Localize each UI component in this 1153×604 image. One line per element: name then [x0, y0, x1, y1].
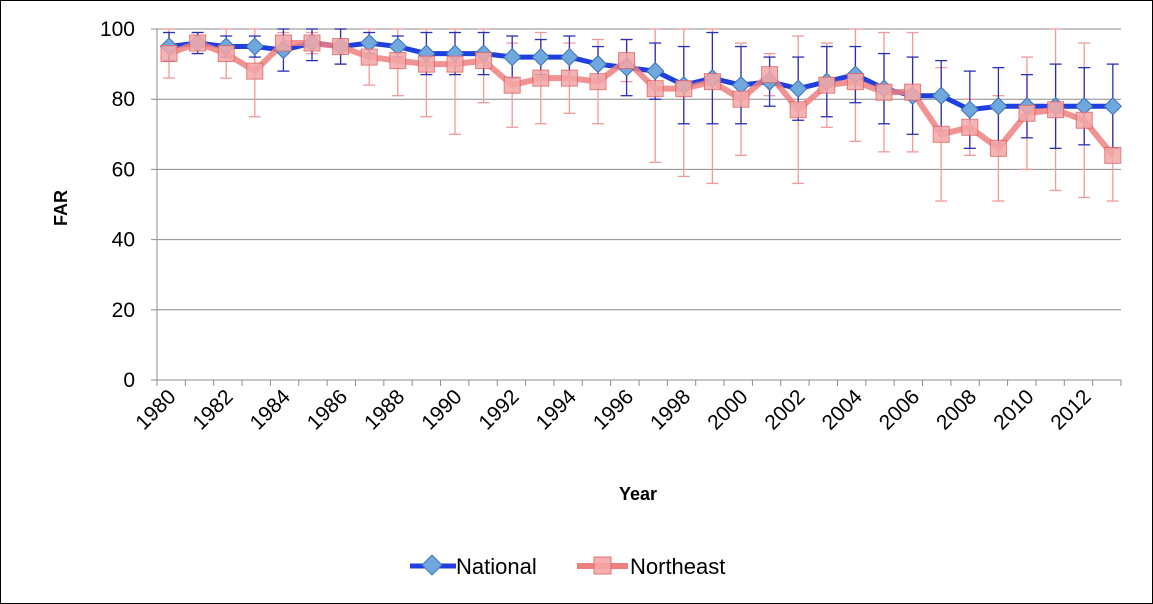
x-tick-label: 2004	[818, 385, 868, 435]
data-point-northeast	[1075, 111, 1093, 129]
y-tick-label: 20	[112, 299, 135, 322]
y-tick-label: 40	[112, 229, 135, 252]
data-point-northeast	[389, 52, 407, 70]
data-point-national	[388, 37, 407, 56]
x-axis-title: Year	[619, 484, 657, 504]
data-point-northeast	[989, 139, 1007, 157]
data-point-northeast	[503, 76, 521, 94]
legend[interactable]: National Northeast	[410, 554, 725, 579]
data-point-northeast	[560, 69, 578, 87]
data-point-national	[245, 37, 264, 56]
data-point-northeast	[360, 48, 378, 66]
y-tick-label: 100	[100, 18, 135, 41]
data-point-national	[646, 61, 665, 81]
data-point-northeast	[789, 101, 807, 119]
data-point-national	[560, 47, 579, 67]
data-point-northeast	[446, 55, 464, 73]
data-point-national	[932, 86, 951, 105]
series-line-northeast	[167, 40, 1116, 158]
data-point-northeast	[932, 125, 950, 143]
data-point-national	[731, 75, 751, 95]
data-point-northeast	[904, 83, 922, 101]
series-layer	[159, 28, 1122, 202]
legend-label-national: National	[456, 554, 537, 579]
gridlines	[151, 28, 1122, 386]
error-bars-northeast	[163, 28, 1119, 202]
data-point-northeast	[732, 90, 750, 108]
axes	[156, 29, 1121, 381]
data-point-national	[360, 33, 379, 53]
x-tick-label: 2008	[932, 385, 981, 434]
y-tick-labels: 0 20 40 60 80 100	[100, 18, 135, 392]
data-point-northeast	[1018, 104, 1036, 122]
x-tick-label: 2000	[703, 385, 752, 434]
data-point-national	[531, 47, 550, 67]
data-point-national	[989, 97, 1008, 116]
x-tick-label: 2012	[1046, 385, 1095, 434]
y-tick-label: 60	[112, 158, 135, 181]
data-point-northeast	[646, 80, 664, 98]
x-tick-label: 1980	[131, 385, 180, 434]
x-tick-label: 2010	[989, 385, 1038, 434]
data-point-northeast	[589, 73, 607, 91]
data-point-national	[588, 54, 608, 74]
data-point-national	[960, 100, 979, 119]
data-point-northeast	[618, 52, 636, 70]
legend-marker-northeast	[593, 556, 612, 575]
data-point-northeast	[303, 34, 321, 52]
data-point-national	[789, 79, 808, 98]
markers-northeast	[160, 34, 1122, 164]
data-point-northeast	[189, 34, 207, 52]
data-point-northeast	[675, 80, 693, 98]
x-tick-labels: 1980 1982 1984 1986 1988 1990 1992 1994 1996 1998…	[131, 385, 1095, 435]
data-point-northeast	[875, 83, 893, 101]
legend-item-northeast[interactable]: Northeast	[577, 554, 725, 579]
data-point-northeast	[846, 73, 864, 91]
x-tick-label: 2002	[760, 385, 809, 434]
y-axis-title: FAR	[51, 190, 71, 226]
legend-marker-national	[421, 554, 443, 576]
data-point-northeast	[246, 62, 264, 80]
data-point-northeast	[703, 73, 721, 91]
data-point-northeast	[160, 45, 178, 63]
x-tick-label: 2006	[875, 385, 924, 434]
x-tick-label: 1988	[360, 385, 409, 434]
x-tick-label: 1982	[188, 385, 237, 434]
data-point-northeast	[274, 34, 292, 52]
x-tick-label: 1986	[303, 385, 352, 434]
data-point-national	[503, 47, 522, 67]
legend-item-national[interactable]: National	[410, 554, 537, 579]
data-point-northeast	[818, 76, 836, 94]
x-tick-label: 1992	[474, 385, 523, 434]
x-tick-label: 1990	[417, 385, 466, 434]
data-point-northeast	[1047, 101, 1065, 119]
data-point-northeast	[761, 66, 779, 84]
x-tick-label: 1996	[589, 385, 638, 434]
x-tick-label: 1984	[246, 385, 296, 435]
data-point-northeast	[961, 118, 979, 136]
data-point-northeast	[1104, 146, 1122, 164]
data-point-northeast	[332, 38, 350, 56]
x-tick-label: 1998	[646, 385, 695, 434]
data-point-northeast	[532, 69, 550, 87]
data-point-national	[1103, 97, 1122, 116]
data-point-northeast	[417, 55, 435, 73]
legend-label-northeast: Northeast	[630, 554, 725, 579]
data-point-national	[1075, 97, 1094, 116]
y-tick-label: 0	[123, 369, 135, 392]
data-point-northeast	[475, 52, 493, 70]
y-tick-label: 80	[112, 88, 135, 111]
data-point-northeast	[217, 45, 235, 63]
x-tick-label: 1994	[532, 385, 582, 435]
